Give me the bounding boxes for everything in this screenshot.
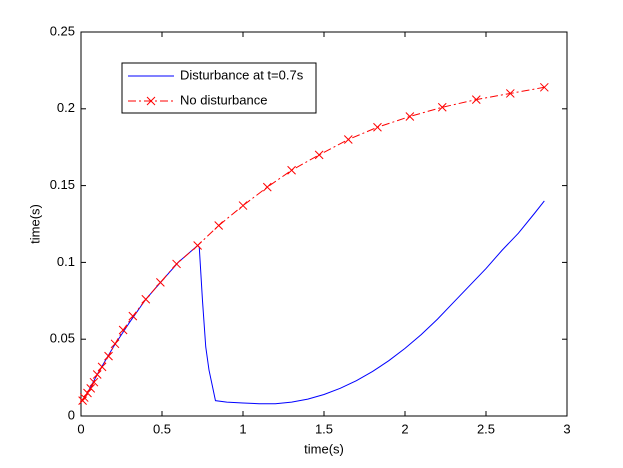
marker xyxy=(373,122,382,132)
y-tick-label: 0.1 xyxy=(57,254,75,269)
marker xyxy=(471,95,481,104)
marker xyxy=(156,278,165,287)
y-tick-label: 0 xyxy=(68,407,75,422)
marker xyxy=(83,388,92,398)
marker xyxy=(92,370,102,379)
y-axis-label: time(s) xyxy=(27,204,42,244)
marker xyxy=(128,311,138,321)
marker xyxy=(343,135,353,144)
legend-label: No disturbance xyxy=(180,92,267,107)
marker xyxy=(86,383,96,393)
marker xyxy=(110,339,120,349)
x-tick-label: 1 xyxy=(239,421,246,436)
marker xyxy=(104,351,113,361)
marker xyxy=(89,377,99,387)
marker xyxy=(539,82,549,92)
y-tick-label: 0.25 xyxy=(50,23,75,38)
marker xyxy=(238,201,248,210)
marker xyxy=(262,182,272,192)
marker xyxy=(172,259,181,269)
marker xyxy=(193,241,202,250)
marker xyxy=(287,165,296,175)
x-tick-label: 2 xyxy=(401,421,408,436)
legend-marker xyxy=(146,96,156,106)
x-tick-label: 0 xyxy=(77,421,84,436)
marker xyxy=(79,393,89,402)
x-tick-label: 3 xyxy=(563,421,570,436)
marker xyxy=(437,102,447,112)
x-tick-label: 0.5 xyxy=(153,421,171,436)
marker xyxy=(118,325,128,335)
marker xyxy=(141,294,151,304)
y-tick-label: 0.2 xyxy=(57,100,75,115)
marker xyxy=(405,112,415,121)
legend-label: Disturbance at t=0.7s xyxy=(180,67,304,82)
x-tick-label: 2.5 xyxy=(477,421,495,436)
marker xyxy=(505,89,515,98)
marker xyxy=(314,150,324,160)
x-tick-label: 1.5 xyxy=(315,421,333,436)
y-tick-label: 0.15 xyxy=(50,177,75,192)
marker xyxy=(97,362,107,372)
x-axis-label: time(s) xyxy=(304,441,344,456)
y-tick-label: 0.05 xyxy=(50,331,75,346)
marker xyxy=(214,221,224,230)
